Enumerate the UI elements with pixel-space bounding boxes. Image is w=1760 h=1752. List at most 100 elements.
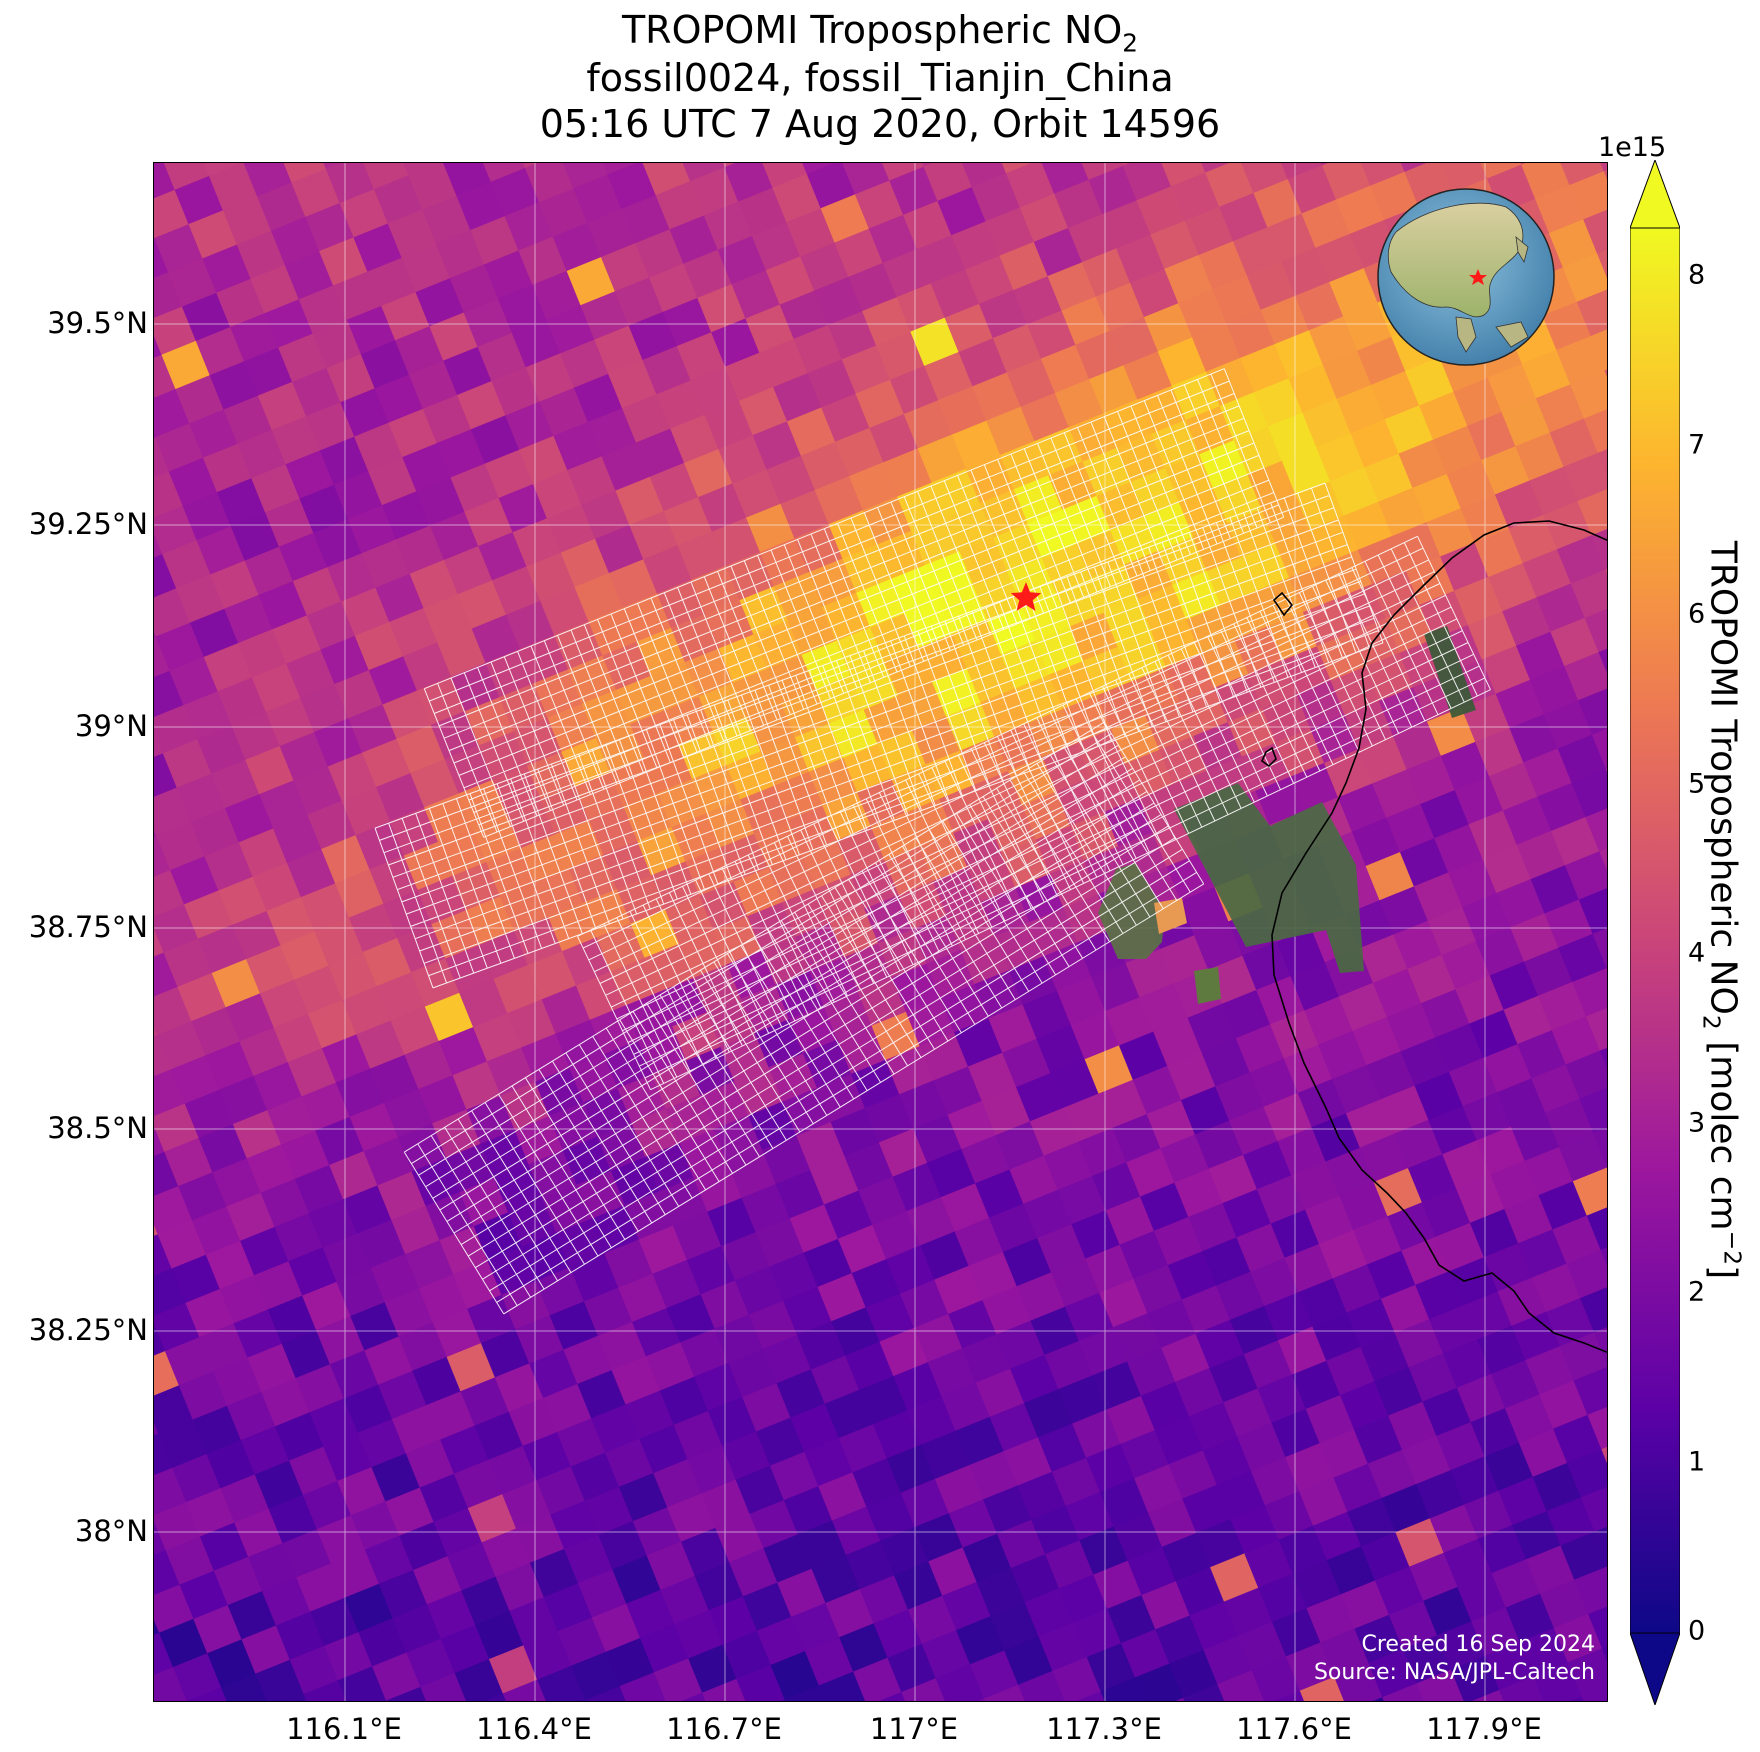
no2-pixel [161, 340, 211, 391]
no2-pixel [278, 532, 329, 583]
no2-pixel [1201, 1037, 1251, 1088]
colorbar-label-subscript: 2 [1697, 1014, 1726, 1030]
no2-pixel [543, 1582, 594, 1633]
no2-pixel [525, 353, 576, 403]
no2-pixel [790, 1403, 840, 1453]
no2-pixel [1013, 475, 1064, 525]
no2-pixel [1195, 1319, 1245, 1370]
no2-pixel [1243, 1339, 1294, 1390]
no2-pixel [624, 1190, 675, 1241]
no2-pixel [1306, 1593, 1356, 1644]
no2-pixel [1588, 1599, 1607, 1650]
no2-pixel [1299, 1676, 1350, 1701]
no2-pixel [1552, 1215, 1602, 1265]
no2-pixel [1230, 1504, 1280, 1555]
colorbar-label: TROPOMI Tropospheric NO2 [molec cm−2] [1697, 541, 1746, 1279]
no2-pixel [1263, 1092, 1313, 1143]
no2-pixel [818, 1671, 869, 1701]
no2-pixel [954, 1217, 1005, 1267]
no2-pixel [1555, 163, 1605, 187]
no2-pixel [490, 167, 541, 218]
no2-pixel [444, 744, 495, 795]
no2-pixel [993, 523, 1043, 573]
no2-pixel [267, 1096, 317, 1146]
no2-pixel [1171, 371, 1222, 421]
no2-pixel [745, 304, 795, 354]
no2-pixel [1276, 927, 1327, 978]
no2-pixel [1062, 495, 1112, 545]
no2-pixel [1167, 1250, 1218, 1301]
no2-pixel [240, 1425, 291, 1476]
map-panel[interactable] [153, 162, 1608, 1702]
no2-pixel [689, 166, 740, 217]
no2-pixel [1013, 275, 1063, 326]
no2-pixel [1436, 1421, 1486, 1472]
no2-pixel [923, 163, 973, 202]
no2-pixel [587, 208, 637, 259]
no2-pixel [1298, 1277, 1348, 1328]
no2-pixel [154, 636, 171, 686]
no2-pixel [457, 380, 507, 431]
no2-pixel [1510, 1112, 1561, 1162]
no2-pixel [806, 163, 857, 210]
no2-pixel [1009, 1155, 1059, 1205]
no2-pixel [571, 1651, 621, 1701]
no2-pixel [523, 1631, 573, 1681]
no2-pixel [440, 1624, 491, 1674]
no2-pixel [154, 1302, 201, 1353]
no2-pixel [453, 1459, 504, 1510]
no2-pixel [1160, 1134, 1210, 1184]
no2-pixel [1340, 1580, 1391, 1630]
no2-pixel [1058, 1374, 1108, 1425]
no2-pixel [930, 269, 981, 319]
no2-pixel [1086, 1443, 1136, 1494]
no2-pixel [673, 1410, 724, 1461]
no2-pixel [273, 1013, 324, 1064]
target-grid-swath [423, 368, 1285, 838]
no2-pixel [1559, 1332, 1607, 1382]
no2-pixel [621, 194, 671, 245]
no2-pixel [1021, 791, 1072, 841]
no2-pixel [645, 1342, 696, 1392]
no2-pixel [1476, 1126, 1526, 1176]
no2-pixel [655, 180, 706, 231]
no2-pixel [1510, 913, 1560, 963]
no2-pixel [887, 1643, 937, 1694]
colorbar-tick: 1 [1688, 1446, 1706, 1478]
no2-pixel [630, 909, 681, 959]
no2-pixel [1443, 1538, 1494, 1589]
no2-pixel [451, 861, 502, 912]
target-grid-swath [577, 535, 1491, 1091]
no2-pixel [769, 1451, 820, 1502]
no2-pixel [354, 422, 404, 472]
no2-pixel [587, 407, 638, 458]
no2-pixel [659, 1177, 709, 1227]
no2-pixel [520, 834, 570, 884]
no2-pixel [1234, 625, 1284, 675]
no2-pixel [1316, 432, 1366, 483]
no2-pixel [885, 1045, 935, 1096]
no2-pixel [238, 828, 289, 878]
no2-pixel [459, 978, 509, 1029]
no2-pixel [1329, 467, 1380, 517]
no2-pixel [1531, 1064, 1581, 1114]
no2-pixel [1419, 590, 1470, 640]
no2-pixel [192, 1206, 242, 1256]
no2-pixel [154, 423, 205, 473]
no2-pixel [1037, 1223, 1087, 1274]
no2-pixel [1192, 323, 1242, 373]
no2-pixel [446, 1342, 497, 1393]
no2-pixel [1572, 1167, 1607, 1217]
no2-pixel [348, 704, 398, 754]
no2-pixel [210, 560, 260, 610]
no2-pixel [1081, 248, 1132, 298]
colorbar-label-main: TROPOMI Tropospheric NO [1702, 540, 1744, 1015]
no2-pixel [1178, 288, 1228, 339]
no2-pixel [501, 1280, 551, 1331]
no2-pixel [921, 1629, 972, 1680]
no2-pixel [1457, 1572, 1507, 1623]
no2-pixel [391, 1205, 441, 1256]
no2-pixel [154, 306, 198, 356]
no2-pixel [204, 842, 254, 892]
no2-pixel [443, 346, 493, 396]
